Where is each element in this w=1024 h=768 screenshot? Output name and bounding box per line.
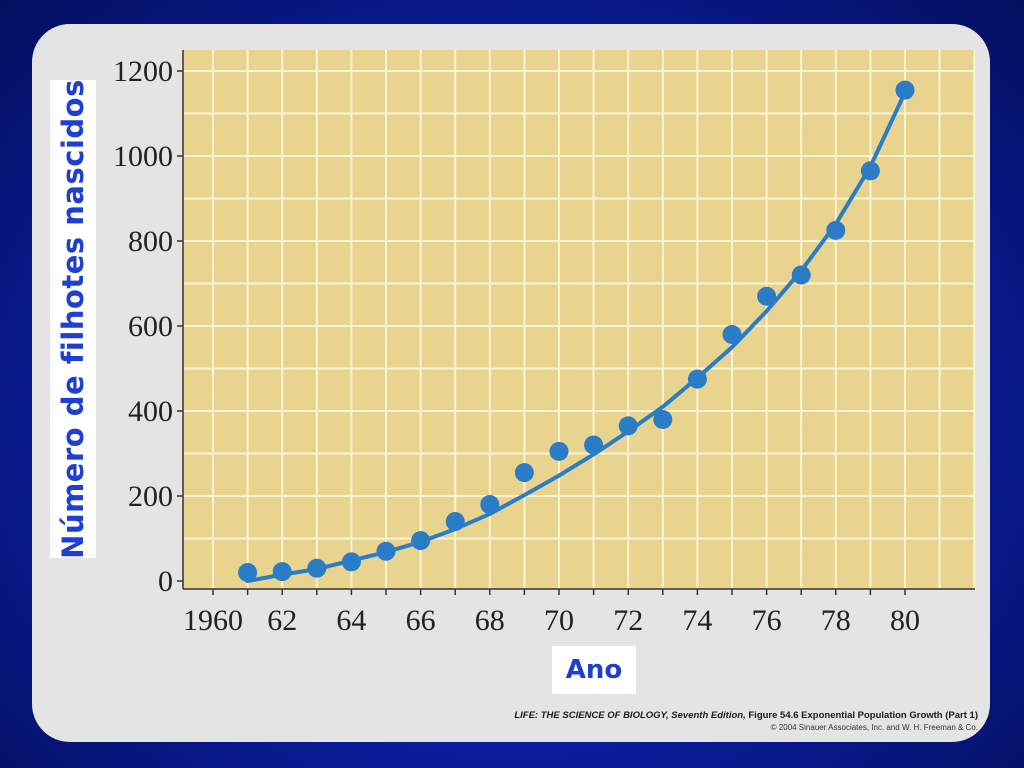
- y-tick-label: 200: [128, 480, 173, 513]
- y-tick-label: 400: [128, 395, 173, 428]
- data-point: [687, 369, 707, 389]
- x-axis-label: Ano: [565, 655, 623, 685]
- x-tick-label: 64: [336, 604, 366, 637]
- y-axis-label-box: [50, 80, 96, 558]
- x-tick-label: 76: [752, 604, 782, 637]
- x-axis-label-box: Ano: [552, 646, 636, 694]
- x-tick-label: 72: [613, 604, 643, 637]
- data-point: [514, 463, 534, 483]
- data-point: [895, 80, 915, 100]
- data-point: [860, 161, 880, 181]
- data-point: [618, 416, 638, 436]
- data-point: [549, 441, 569, 461]
- caption-copyright: © 2004 Sinauer Associates, Inc. and W. H…: [770, 723, 978, 732]
- y-tick-label: 1000: [113, 140, 173, 173]
- x-tick-label: 80: [890, 604, 920, 637]
- y-tick-label: 1200: [113, 55, 173, 88]
- data-point: [272, 562, 292, 582]
- figure-caption: LIFE: THE SCIENCE OF BIOLOGY, Seventh Ed…: [500, 710, 978, 734]
- x-tick-label: 70: [544, 604, 574, 637]
- data-point: [376, 541, 396, 561]
- data-point: [791, 265, 811, 285]
- caption-book-title: LIFE: THE SCIENCE OF BIOLOGY,: [514, 710, 669, 721]
- data-point: [722, 325, 742, 344]
- data-point: [826, 220, 846, 240]
- x-tick-label: 68: [475, 604, 505, 637]
- data-point: [480, 495, 500, 514]
- y-tick-label: 800: [128, 225, 173, 258]
- data-point: [757, 286, 777, 306]
- y-tick-label: 600: [128, 310, 173, 343]
- x-tick-label: 62: [267, 604, 297, 637]
- x-tick-label: 1960: [183, 604, 243, 637]
- data-point: [307, 558, 327, 578]
- data-point: [341, 552, 361, 572]
- x-tick-label: 78: [821, 604, 851, 637]
- x-tick-label: 74: [682, 604, 712, 637]
- caption-title-line: LIFE: THE SCIENCE OF BIOLOGY, Seventh Ed…: [500, 710, 978, 722]
- data-point: [238, 563, 258, 582]
- y-tick-label: 0: [158, 565, 173, 598]
- y-axis-label: Número de filhotes nascidos: [56, 79, 90, 559]
- data-point: [445, 512, 465, 531]
- caption-edition: Seventh Edition,: [671, 710, 746, 721]
- data-point: [653, 410, 673, 429]
- data-point: [584, 435, 604, 455]
- x-tick-label: 66: [406, 604, 436, 637]
- data-point: [411, 531, 431, 551]
- plot-area: [183, 50, 975, 589]
- caption-figure: Figure 54.6 Exponential Population Growt…: [748, 710, 978, 721]
